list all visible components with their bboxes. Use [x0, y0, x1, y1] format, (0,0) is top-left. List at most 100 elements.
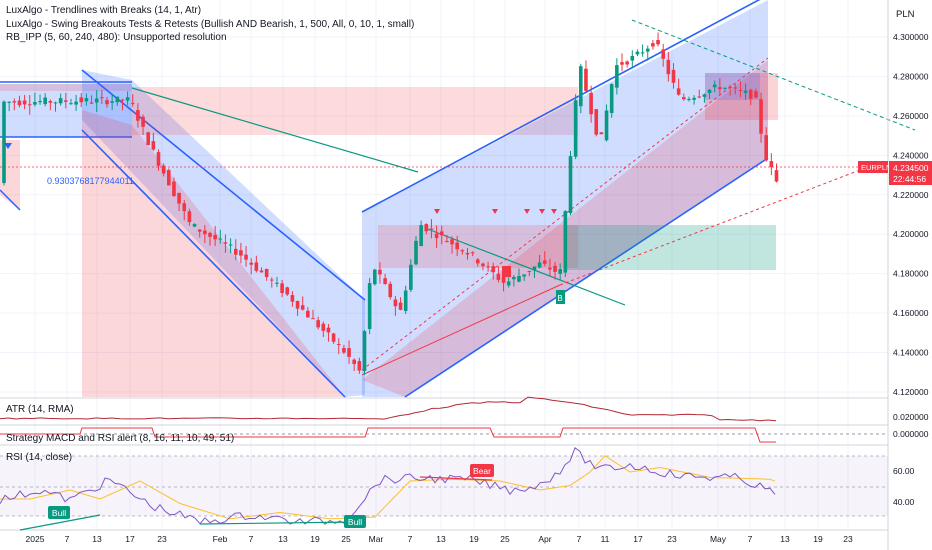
legend-rb-ipp[interactable]: RB_IPP (5, 60, 240, 480): Unsupported re… [6, 32, 227, 43]
channel-line [81, 69, 366, 301]
candle-bull [228, 244, 233, 246]
candle-bull [702, 94, 707, 97]
candle-bull [74, 101, 78, 105]
time-tick-label: 17 [125, 534, 135, 544]
atr-title[interactable]: ATR (14, RMA) [6, 404, 74, 415]
symbol-tag [858, 161, 888, 173]
time-tick-label: 25 [341, 534, 351, 544]
trendline-dashed [631, 19, 916, 131]
candle-bear [460, 250, 465, 252]
candle-bull [38, 101, 42, 103]
time-tick-label: 11 [601, 534, 610, 544]
candle-bear [342, 348, 346, 353]
legend-swing-breakouts[interactable]: LuxAlgo - Swing Breakouts Tests & Retest… [6, 19, 414, 30]
candle-bear [280, 283, 284, 294]
candle-bear [120, 99, 125, 101]
macd-tick: 0.000000 [893, 429, 929, 439]
price-tick-label: 4.300000 [893, 32, 929, 42]
candle-bear [264, 268, 269, 277]
symbol-tag-text: EURPLN [861, 163, 891, 172]
time-tick-label: 7 [65, 534, 70, 544]
triangle-marker [4, 143, 12, 149]
rsi-band [0, 456, 888, 516]
time-tick-label: 7 [748, 534, 753, 544]
support-zone-teal [565, 225, 776, 270]
candle-bear [764, 135, 768, 161]
candle-bear [352, 359, 356, 364]
time-tick-label: 7 [249, 534, 254, 544]
candle-bear [151, 141, 156, 150]
ratio-annotation: 0.9303768177944011 [47, 176, 134, 186]
bull-label: Bull [348, 517, 362, 527]
candle-bear [542, 260, 547, 264]
time-tick-label: 17 [633, 534, 643, 544]
currency-label[interactable]: PLN [896, 9, 915, 20]
candle-bull [94, 98, 99, 103]
candle-bear [759, 99, 763, 134]
price-tick-label: 4.240000 [893, 150, 929, 160]
candle-bull [7, 101, 11, 103]
candle-bear [388, 283, 393, 298]
candle-bull [563, 211, 568, 273]
candle-bull [630, 56, 635, 61]
zones [0, 0, 916, 398]
candle-bear [136, 110, 140, 121]
triangle-marker [539, 209, 545, 214]
bull-small-marker-label: B [557, 294, 562, 303]
candle-bear [336, 343, 341, 345]
candle-bear [182, 203, 187, 212]
candle-bull [532, 266, 537, 271]
candle-bear [203, 230, 207, 235]
markers: B [4, 143, 565, 304]
time-axis[interactable]: 2025 7 13 17 23 Feb 7 13 19 25 Mar 7 13 19 25 Apr 7 11 17 2… [26, 534, 853, 544]
range-zone-red [378, 225, 578, 268]
candle-bear [295, 301, 300, 309]
time-tick-label: 2025 [26, 534, 45, 544]
time-tick-label: Apr [538, 534, 551, 544]
candle-bear [470, 252, 475, 254]
candle-bear [197, 229, 202, 232]
candle-bear [177, 192, 181, 204]
bull-label-box [344, 515, 366, 528]
candle-bear [697, 96, 702, 98]
candle-bear [476, 259, 480, 264]
legend-trendlines[interactable]: LuxAlgo - Trendlines with Breaks (14, 1,… [6, 5, 201, 16]
candle-bull [33, 101, 37, 105]
price-tag-box [889, 161, 932, 185]
candle-bear [290, 295, 295, 302]
candle-bear [326, 327, 331, 333]
candle-bull [743, 90, 748, 93]
candle-bear [244, 254, 248, 260]
rsi-pane: RSI (14, close) 60.00 40.00 Bull Bull Be… [0, 447, 915, 531]
candle-bear [22, 100, 27, 105]
candle-bull [522, 274, 526, 277]
candle-bear [553, 265, 557, 272]
candle-bull [403, 290, 408, 311]
candle-bear [455, 242, 459, 250]
candle-bear [445, 241, 449, 243]
candle-bull [707, 89, 712, 94]
candle-bear [548, 267, 552, 270]
candle-bear [599, 132, 604, 135]
price-tick-label: 4.140000 [893, 348, 929, 358]
channel-line [81, 129, 346, 398]
candle-bear [311, 318, 315, 320]
candles [2, 32, 779, 375]
candle-bear [331, 333, 336, 342]
trendline [131, 87, 419, 173]
rsi-title[interactable]: RSI (14, close) [6, 452, 72, 463]
triangle-marker [492, 209, 498, 214]
candle-bear [733, 87, 738, 89]
candle-bear [769, 161, 774, 168]
time-tick-label: 23 [157, 534, 167, 544]
bull-small-marker [556, 290, 565, 304]
price-tag-countdown: 22:44:56 [893, 174, 926, 184]
price-axis[interactable]: PLN 4.300000 4.280000 4.260000 4.240000 4.22… [893, 9, 929, 397]
candle-bear [651, 43, 655, 47]
price-tick-label: 4.260000 [893, 111, 929, 121]
candle-bear [450, 239, 454, 245]
candle-bear [738, 90, 743, 92]
macd-title[interactable]: Strategy MACD and RSI alert (8, 16, 11, … [6, 433, 234, 444]
candle-bull [506, 281, 511, 286]
